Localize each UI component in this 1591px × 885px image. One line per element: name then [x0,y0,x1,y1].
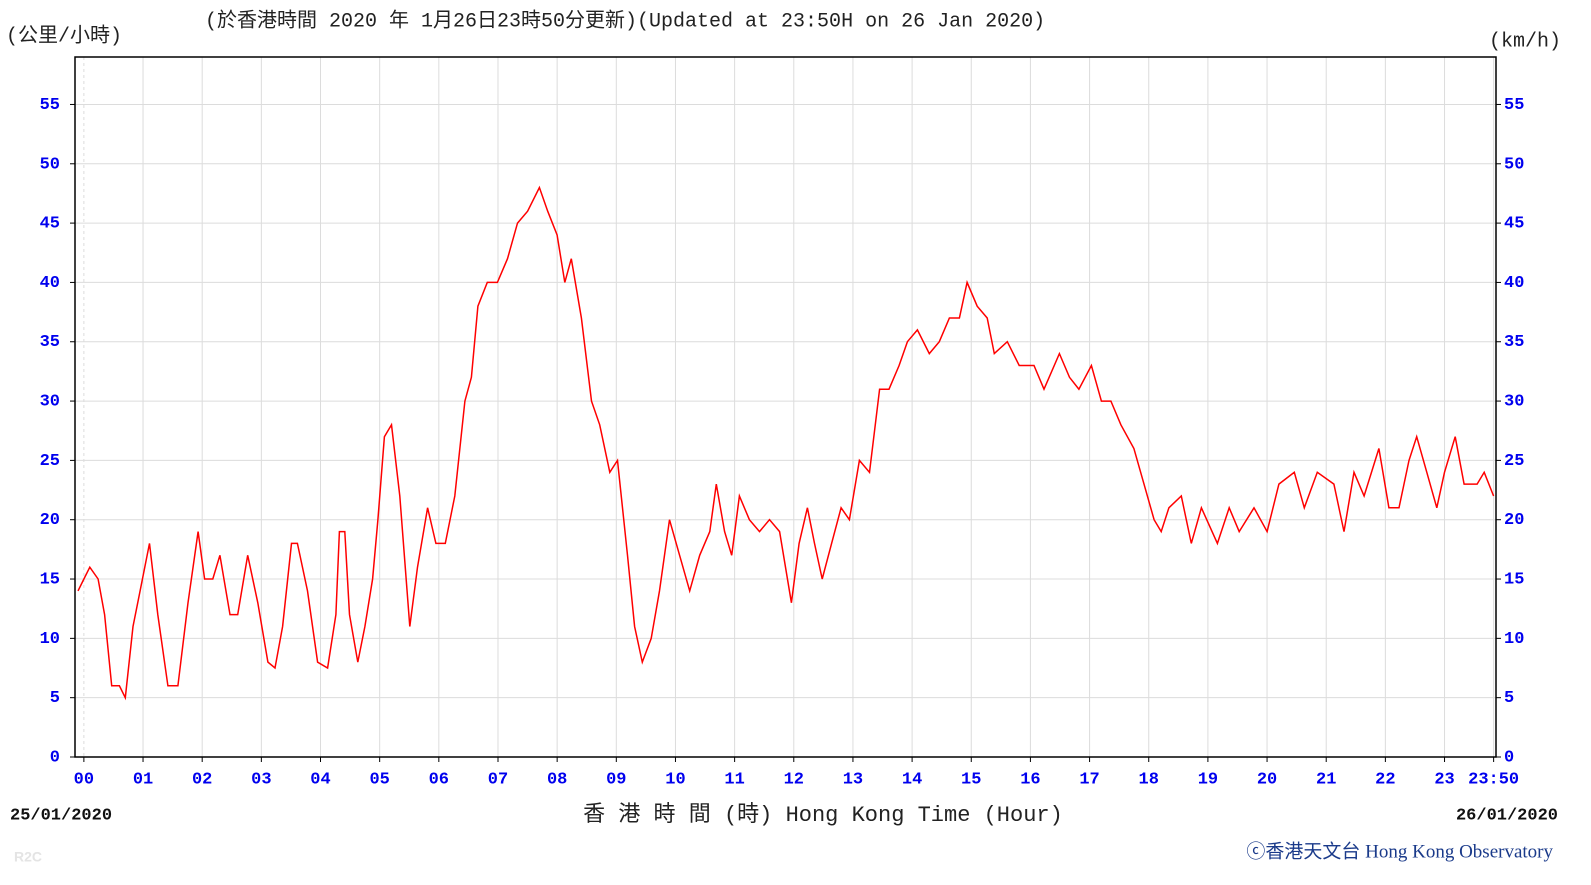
x-tick-label: 20 [1257,770,1277,789]
y2-tick-label: 0 [1504,748,1514,767]
x-tick-label: 15 [961,770,981,789]
x-tick-label: 16 [1020,770,1040,789]
source-code: R2C [14,849,42,865]
y2-tick-label: 5 [1504,689,1514,708]
y2-tick-label: 45 [1504,215,1524,234]
y-tick-label: 45 [40,215,60,234]
y2-tick-label: 20 [1504,511,1524,530]
x-tick-label: 22 [1375,770,1395,789]
y-tick-label: 50 [40,155,60,174]
y-tick-label: 15 [40,571,60,590]
y-tick-label: 55 [40,96,60,115]
y2-tick-label: 10 [1504,630,1524,649]
y-tick-label: 10 [40,630,60,649]
credit: ⓒ香港天文台 Hong Kong Observatory [1246,840,1553,862]
x-tick-label: 09 [606,770,626,789]
plot-frame [74,56,1497,758]
y-tick-label: 0 [50,748,60,767]
x-tick-label: 04 [310,770,330,789]
y-tick-label: 30 [40,393,60,412]
x-tick-label: 23 [1434,770,1454,789]
x-tick-label: 08 [547,770,567,789]
start-date: 25/01/2020 [10,806,112,825]
y2-tick-label: 55 [1504,96,1524,115]
unit-left: (公里/小時) [6,23,122,48]
x-tick-label: 11 [724,770,744,789]
unit-right: (km/h) [1489,30,1561,53]
y2-tick-label: 25 [1504,452,1524,471]
y2-tick-label: 35 [1504,333,1524,352]
y2-tick-label: 30 [1504,393,1524,412]
x-tick-label: 14 [902,770,922,789]
y-tick-label: 5 [50,689,60,708]
x-tick-label: 01 [133,770,153,789]
y-tick-label: 35 [40,333,60,352]
x-tick-label: 23:50 [1468,770,1519,789]
x-tick-label: 19 [1198,770,1218,789]
x-tick-label: 10 [665,770,685,789]
x-tick-label: 02 [192,770,212,789]
y2-tick-label: 50 [1504,155,1524,174]
y-tick-label: 40 [40,274,60,293]
x-tick-label: 03 [251,770,271,789]
x-tick-label: 06 [429,770,449,789]
x-tick-label: 13 [843,770,863,789]
x-axis-label: 香 港 時 間 (時) Hong Kong Time (Hour) [583,802,1063,828]
end-date: 26/01/2020 [1456,806,1558,825]
y2-tick-label: 40 [1504,274,1524,293]
x-tick-label: 12 [784,770,804,789]
y2-tick-label: 15 [1504,571,1524,590]
x-tick-label: 00 [74,770,94,789]
x-tick-label: 18 [1139,770,1159,789]
y-tick-label: 20 [40,511,60,530]
x-tick-label: 05 [369,770,389,789]
chart-title: (於香港時間 2020 年 1月26日23時50分更新)(Updated at … [205,8,1045,33]
x-tick-label: 07 [488,770,508,789]
y-tick-label: 25 [40,452,60,471]
data-line [77,185,1495,701]
x-tick-label: 21 [1316,770,1336,789]
x-tick-label: 17 [1079,770,1099,789]
